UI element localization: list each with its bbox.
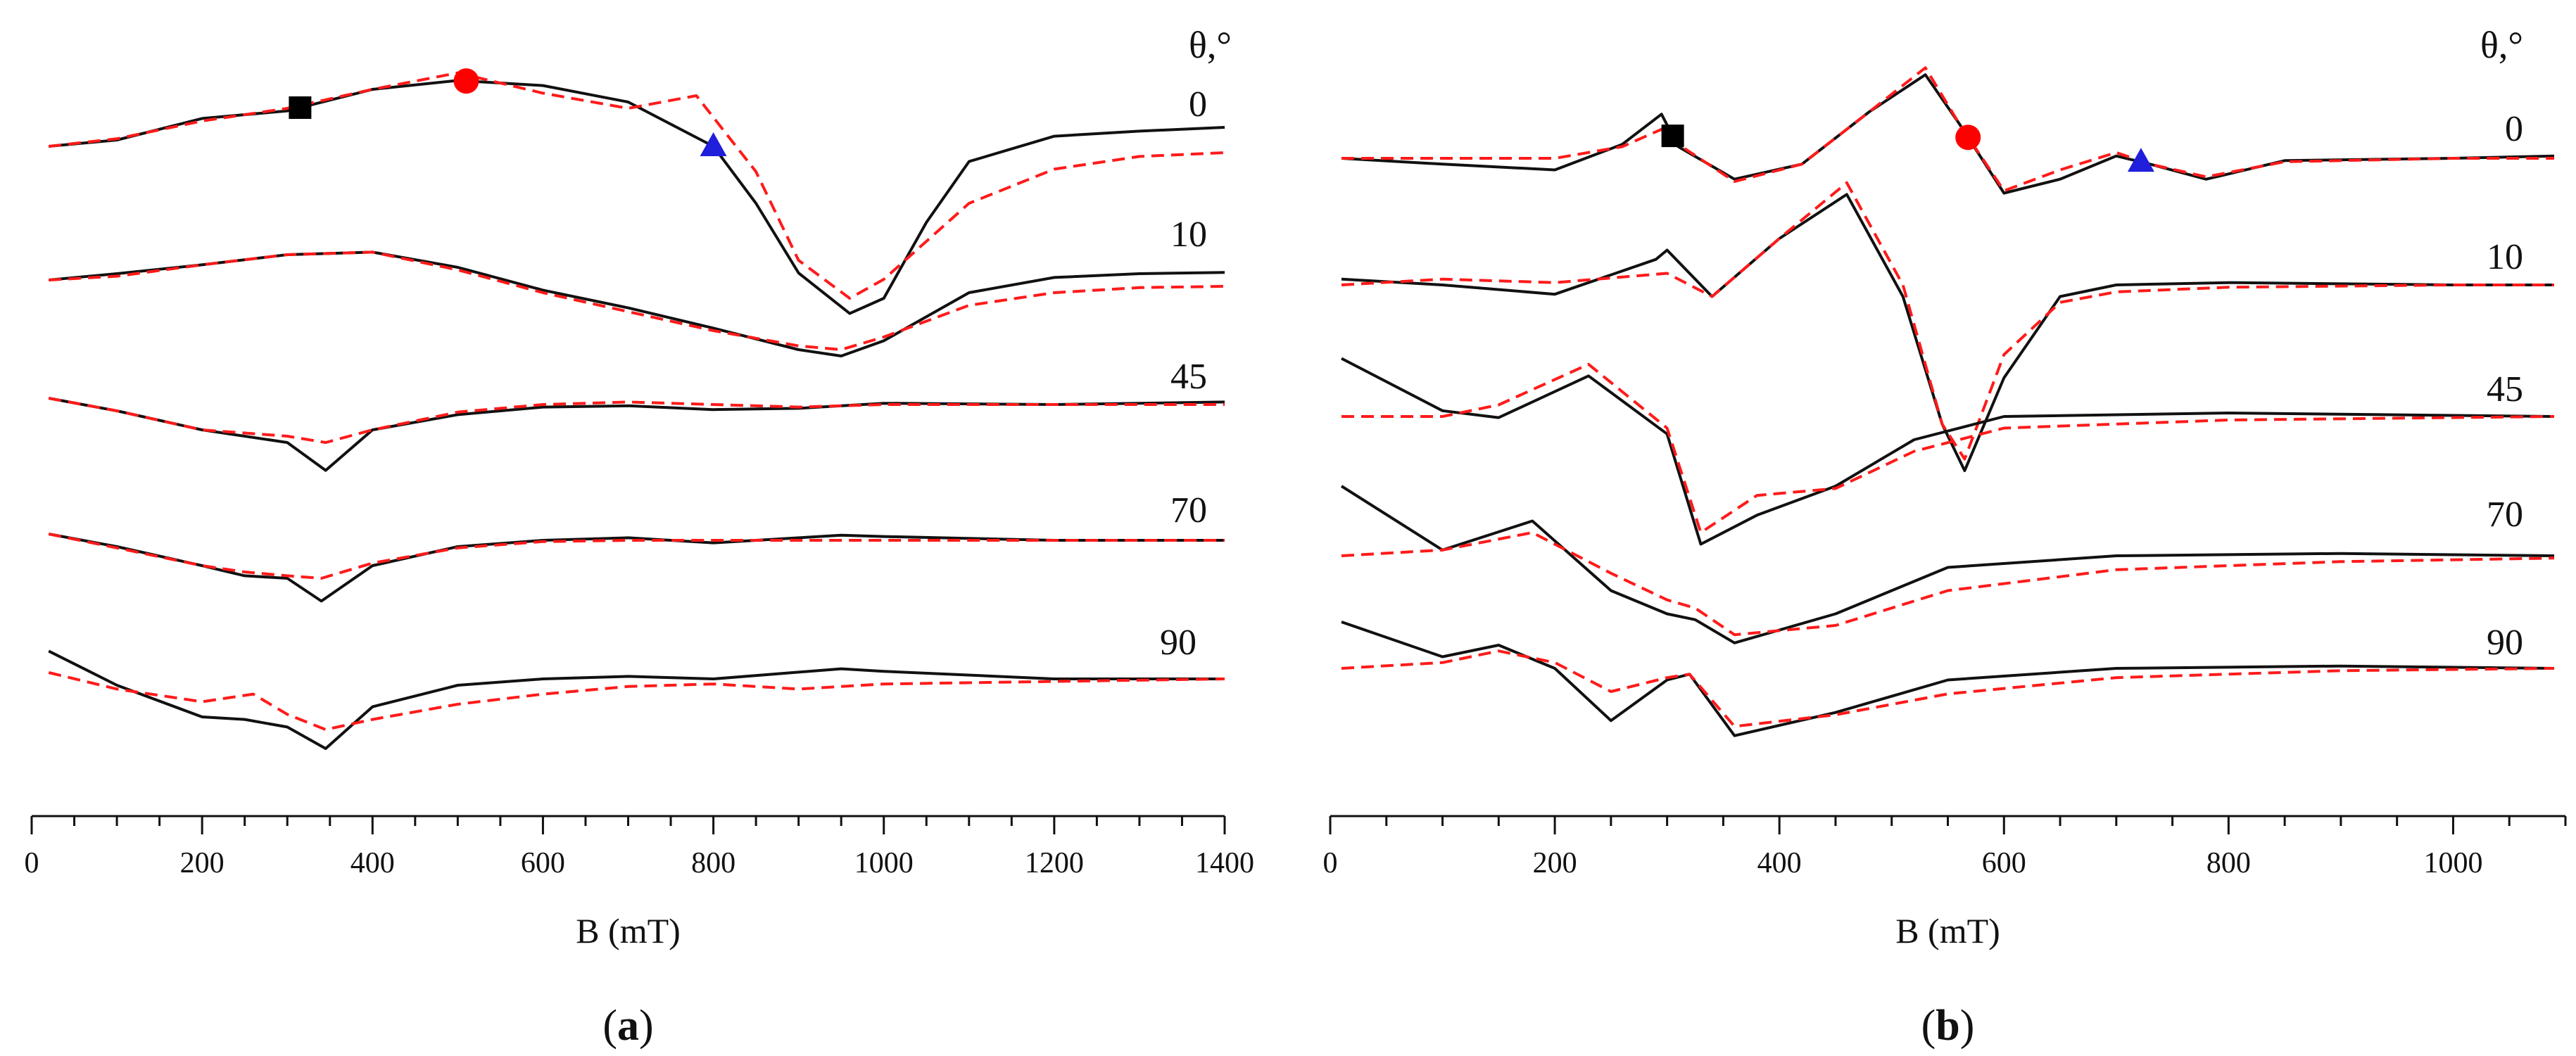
fit-line-0 — [48, 71, 1225, 300]
x-tick-label: 1200 — [1025, 847, 1084, 879]
panel-a: 0 200 400 600 800 1000 1200 1400 B (mT) θ,° 0 10 45 7… — [25, 24, 1255, 1050]
panel-label: (a) — [602, 1002, 653, 1050]
angle-label-0: 0 — [2505, 109, 2523, 149]
square-marker — [289, 96, 312, 120]
angle-label-90: 90 — [1160, 623, 1197, 663]
x-axis-title: B (mT) — [576, 911, 681, 950]
panel-label-letter: b — [1936, 1002, 1959, 1050]
experiment-line-70 — [1340, 485, 2555, 644]
fit-line-0 — [1341, 66, 2554, 193]
angle-label-45: 45 — [1170, 357, 1207, 397]
angle-label-70: 70 — [2487, 495, 2523, 535]
x-tick-label: 0 — [1323, 847, 1338, 879]
fit-line-45 — [48, 397, 1225, 444]
experiment-line-90 — [48, 649, 1225, 750]
x-tick-label: 1000 — [2423, 847, 2482, 879]
panel-b: 0 200 400 600 800 1000 B (mT) θ,° 0 10 45 70 90 (b) — [1323, 24, 2567, 1050]
experiment-line-10 — [1341, 193, 2554, 472]
fit-line-90 — [1341, 649, 2555, 728]
angle-label-10: 10 — [1170, 215, 1207, 255]
circle-marker — [453, 68, 479, 94]
experiment-line-45 — [1341, 357, 2555, 546]
square-marker — [1661, 125, 1684, 148]
angle-label-45: 45 — [2487, 369, 2523, 409]
panel-label-open: ( — [602, 1002, 617, 1050]
panel-label-letter: a — [617, 1002, 639, 1050]
angle-label-70: 70 — [1170, 490, 1207, 530]
x-tick-label: 1400 — [1195, 847, 1254, 879]
angle-label-90: 90 — [2487, 623, 2523, 663]
circle-marker — [1955, 125, 1981, 151]
fit-line-90 — [48, 671, 1225, 731]
experiment-line-0 — [1341, 73, 2555, 195]
panel-label-open: ( — [1921, 1002, 1936, 1050]
x-tick-label: 400 — [351, 847, 395, 879]
panel-label-close: ) — [639, 1002, 654, 1050]
x-tick-label: 800 — [2206, 847, 2251, 879]
triangle-marker — [700, 132, 727, 156]
x-tick-label: 0 — [25, 847, 39, 879]
x-tick-label: 600 — [1982, 847, 2026, 879]
experiment-line-0 — [49, 79, 1225, 315]
angle-label-10: 10 — [2487, 237, 2523, 277]
panel-label-close: ) — [1960, 1002, 1975, 1050]
fit-line-70 — [48, 533, 1225, 580]
x-tick-label: 400 — [1757, 847, 1802, 879]
theta-unit-label: θ,° — [1189, 24, 1232, 66]
fit-line-70 — [1341, 531, 2555, 637]
x-tick-label: 800 — [691, 847, 735, 879]
x-tick-label: 600 — [521, 847, 565, 879]
angle-label-0: 0 — [1189, 84, 1207, 125]
panel-label: (b) — [1921, 1002, 1975, 1050]
fit-line-45 — [1341, 362, 2555, 534]
x-tick-label: 200 — [180, 847, 225, 879]
x-axis-title: B (mT) — [1895, 911, 2000, 950]
fit-line-10 — [49, 250, 1225, 351]
theta-unit-label: θ,° — [2480, 24, 2523, 66]
x-tick-label: 200 — [1533, 847, 1577, 879]
x-tick-label: 1000 — [854, 847, 914, 879]
triangle-marker — [2127, 148, 2154, 172]
